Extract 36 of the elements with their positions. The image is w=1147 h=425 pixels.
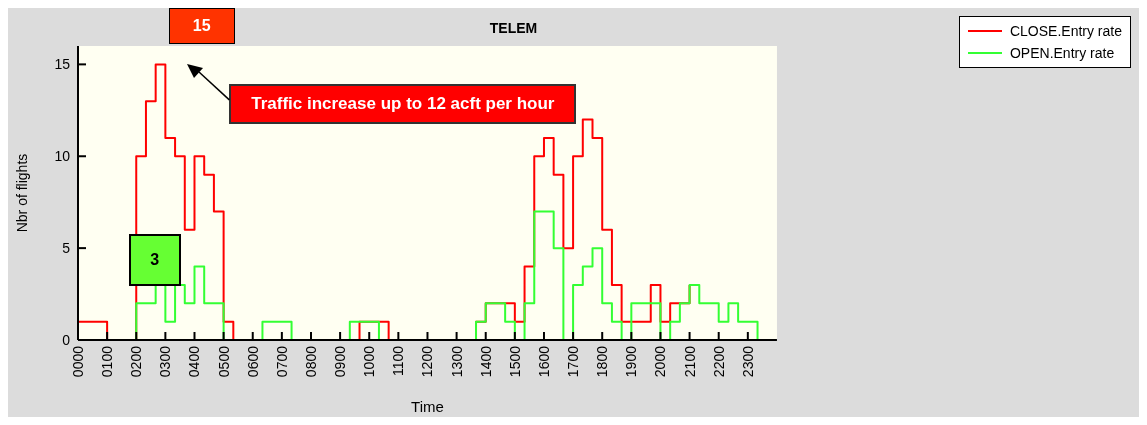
x-tick-label: 2200 <box>710 345 727 378</box>
x-tick-label: 2300 <box>739 345 756 378</box>
annotation: Traffic increase up to 12 acft per hour <box>229 84 577 125</box>
text: 15 <box>168 8 235 44</box>
x-tick-label: 0300 <box>157 345 174 378</box>
y-tick-label: 5 <box>62 240 71 257</box>
x-tick-label: 2100 <box>681 345 698 378</box>
annotation: 3 <box>128 234 181 287</box>
x-tick-label: 0500 <box>215 345 232 378</box>
x-tick-label: 0200 <box>128 345 145 378</box>
x-tick-label: 2000 <box>652 345 669 378</box>
x-tick-label: 1700 <box>565 345 582 378</box>
x-tick-label: 1300 <box>448 345 465 378</box>
x-tick-label: 1800 <box>594 345 611 378</box>
x-axis-title: Time <box>411 398 444 415</box>
y-axis-title: Nbr of flights <box>13 153 30 233</box>
y-tick-label: 0 <box>62 332 71 348</box>
x-tick-label: 1500 <box>506 345 523 378</box>
x-tick-label: 1400 <box>477 345 494 378</box>
x-tick-label: 1900 <box>623 345 640 378</box>
x-tick-label: 1200 <box>419 345 436 378</box>
x-tick-label: 0000 <box>70 345 86 378</box>
y-tick-label: 15 <box>54 56 71 73</box>
x-tick-label: 0700 <box>273 345 290 378</box>
legend-label: CLOSE.Entry rate <box>1009 23 1122 39</box>
y-tick-label: 10 <box>54 148 71 165</box>
x-tick-label: 0400 <box>186 345 203 378</box>
x-tick-label: 1000 <box>361 345 378 378</box>
x-tick-label: 1600 <box>535 345 552 378</box>
x-tick-label: 0900 <box>332 345 349 378</box>
legend-label: OPEN.Entry rate <box>1009 45 1115 61</box>
chart-title: TELEM <box>489 20 538 36</box>
x-tick-label: 0600 <box>244 345 261 378</box>
x-tick-label: 0800 <box>302 345 319 378</box>
x-tick-label: 1100 <box>390 345 407 377</box>
x-tick-label: 0100 <box>99 345 116 378</box>
